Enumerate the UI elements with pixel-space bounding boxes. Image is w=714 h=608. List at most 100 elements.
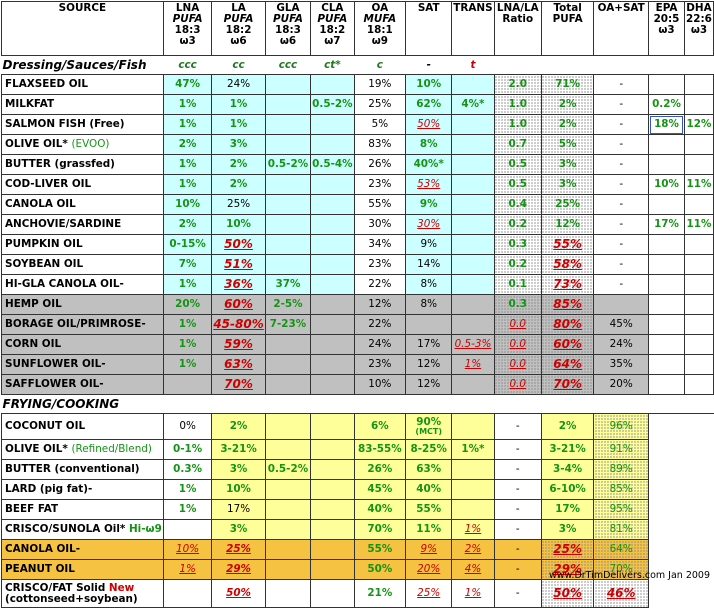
table-row: OLIVE OIL* (Refined/Blend) 0-1% 3-21% 83-55…	[1, 439, 714, 460]
cell-ratio: 0.2	[493, 254, 542, 275]
cell-sat: 14%	[405, 254, 453, 275]
cell-epa	[648, 154, 685, 175]
cell-total-value: 17%	[555, 503, 581, 516]
cell-total: 25%	[540, 194, 595, 215]
row-name-label: HEMP OIL	[5, 298, 62, 311]
cell-oa-value: 40%	[367, 503, 393, 516]
cell-dha	[683, 294, 714, 315]
cell-sat-value: 8%	[420, 278, 437, 291]
cell-sat: 55%	[405, 499, 453, 520]
cell-lna-value: 1%	[178, 358, 197, 371]
cell-sat-value: 8-25%	[410, 443, 447, 456]
cell-oasat: -	[593, 274, 650, 295]
cell-sat-value: 17%	[417, 338, 441, 351]
cell-sat: 9%	[405, 539, 453, 560]
cell-total-value: 50%	[553, 586, 582, 601]
cell-total: 3-4%	[540, 459, 595, 480]
cell-total: 2%	[540, 413, 595, 440]
cell-la-value: 10%	[226, 218, 251, 231]
cell-oasat: -	[593, 74, 650, 95]
cell-oasat: -	[593, 94, 650, 115]
cell-lna: 1%	[162, 499, 213, 520]
cell-trans-value: 0.5-3%	[454, 338, 492, 351]
cell-total-value: 2%	[558, 118, 577, 131]
row-name-label: SOYBEAN OIL	[5, 258, 84, 271]
cell-oasat	[593, 294, 650, 315]
cell-epa-value: 18%	[654, 118, 679, 131]
cell-gla	[264, 559, 312, 580]
table-row: OLIVE OIL* (EVOO) 2% 3% 83% 8% 0.7 5% -	[1, 134, 714, 155]
cell-oa-value: 55%	[368, 198, 392, 211]
cell-gla: 7-23%	[264, 314, 312, 335]
row-name-label: OLIVE OIL*	[5, 443, 68, 456]
cell-oasat-value: -	[619, 238, 624, 251]
row-name-label: OLIVE OIL*	[5, 138, 68, 151]
cell-epa	[648, 294, 685, 315]
cell-total-value: 58%	[553, 257, 582, 272]
cell-ratio-value: -	[515, 443, 520, 456]
cell-total: 58%	[540, 254, 595, 275]
col-lna: LNA PUFA 18:3 ω3	[162, 1, 213, 56]
cell-oa: 10%	[353, 374, 407, 395]
cell-lna-value: 1%	[178, 503, 197, 516]
cell-trans: 1%*	[451, 439, 495, 460]
cell-oasat-value: 45%	[609, 318, 633, 331]
cell-oa-value: 30%	[368, 218, 392, 231]
cell-ratio-value: -	[515, 483, 520, 496]
cell-total-value: 80%	[553, 317, 582, 332]
cell-total-value: 2%	[558, 420, 577, 433]
cell-total: 60%	[540, 334, 595, 355]
cell-trans: 1%	[451, 354, 495, 375]
row-name-label: FLAXSEED OIL	[5, 78, 89, 91]
cell-lna: 1%	[162, 274, 213, 295]
cell-trans-value: 1%	[464, 523, 482, 536]
cell-lna-value: 10%	[176, 543, 200, 556]
cell-lna-value: 2%	[178, 218, 197, 231]
cell-sat: 9%	[405, 194, 453, 215]
cell-total-value: 64%	[553, 357, 582, 372]
cell-la-value: 3-21%	[220, 443, 257, 456]
cell-ratio: -	[493, 539, 542, 560]
cell-oasat-value: -	[619, 258, 624, 271]
cell-dha	[683, 274, 714, 295]
table-row: HEMP OIL 20% 60% 2-5% 12% 8% 0.3 85%	[1, 294, 714, 315]
cell-cla-value: 0.5-2%	[312, 98, 353, 111]
cell-trans	[451, 499, 495, 520]
cell-cla	[310, 413, 355, 440]
cell-la: 63%	[211, 354, 266, 375]
row-name-label: BUTTER (conventional)	[5, 463, 140, 476]
row-name: SALMON FISH (Free)	[1, 114, 164, 135]
cell-oasat-value: 64%	[609, 543, 633, 556]
cell-lna-value: 1%	[178, 178, 197, 191]
cell-la: 50%	[211, 234, 266, 255]
cell-oa: 21%	[353, 579, 407, 608]
row-name: BUTTER (grassfed)	[1, 154, 164, 175]
cell-sat-value: 40%*	[413, 158, 444, 171]
row-name-label: CRISCO/SUNOLA Oil*	[5, 523, 126, 536]
col-epa: EPA 20:5 ω3	[648, 1, 685, 56]
cell-ratio: -	[493, 519, 542, 540]
cell-cla	[310, 439, 355, 460]
cell-oa: 55%	[353, 539, 407, 560]
cell-gla	[264, 334, 312, 355]
cell-lna: 47%	[162, 74, 213, 95]
row-name: SAFFLOWER OIL-	[1, 374, 164, 395]
cell-la-value: 3%	[229, 463, 248, 476]
cell-lna-value: 1%	[178, 118, 197, 131]
cell-total-value: 70%	[553, 377, 582, 392]
cell-dha	[683, 314, 714, 335]
code-cla: ct*	[310, 55, 355, 75]
cell-ratio-value: 0.0	[509, 378, 527, 391]
row-name: SOYBEAN OIL	[1, 254, 164, 275]
table-row: COCONUT OIL 0% 2% 6% 90% (MCT) - 2% 96%	[1, 413, 714, 440]
cell-gla	[264, 354, 312, 375]
cell-lna: 10%	[162, 194, 213, 215]
cell-oasat-value: 46%	[606, 586, 636, 601]
cell-cla	[310, 374, 355, 395]
row-name: BORAGE OIL/PRIMROSE-	[1, 314, 164, 335]
cell-sat-value: 20%	[417, 563, 441, 576]
cell-la: 29%	[211, 559, 266, 580]
cell-oa: 22%	[353, 274, 407, 295]
cell-lna: 1%	[162, 479, 213, 500]
cell-trans: 4%*	[451, 94, 495, 115]
